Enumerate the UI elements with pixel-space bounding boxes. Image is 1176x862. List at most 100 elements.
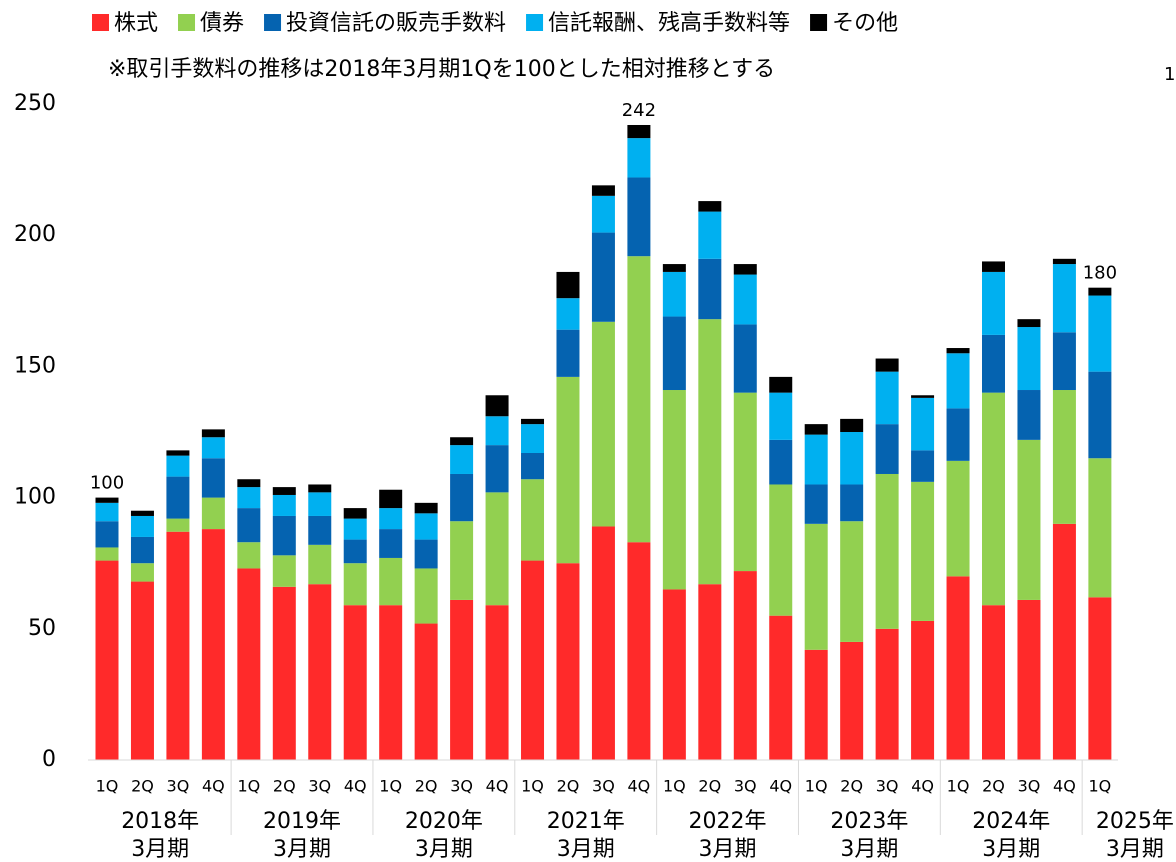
bar-segment (166, 450, 190, 456)
bar-segment (1088, 597, 1112, 760)
bar-segment (166, 518, 190, 532)
bar-segment (556, 271, 580, 299)
x-tick-label: 3Q (734, 777, 757, 796)
y-tick-label: 0 (42, 747, 56, 772)
bar-segment (272, 494, 296, 516)
group-sublabel: 3月期 (415, 837, 473, 862)
bar-segment (308, 492, 332, 516)
bar-segment (698, 201, 722, 212)
chart-subtitle: ※取引手数料の推移は2018年3月期1Qを100とした相対推移とする (108, 57, 775, 82)
bar-segment (982, 271, 1005, 335)
bar-segment (982, 392, 1005, 606)
group-label: 2023年 (830, 809, 908, 834)
bar-segment (1088, 371, 1112, 459)
bar-segment (1088, 295, 1112, 372)
bar-segment (627, 177, 651, 257)
y-tick-label: 150 (14, 353, 56, 378)
group-sublabel: 3月期 (557, 837, 615, 862)
bar-segment (769, 439, 793, 485)
group-sublabel: 3月期 (273, 837, 331, 862)
group-label: 2025年 (1096, 809, 1174, 834)
bar-segment (591, 232, 615, 322)
bar-segment (662, 390, 686, 590)
bar-segment (840, 521, 864, 642)
bar-segment (733, 264, 757, 275)
x-tick-label: 1Q (237, 777, 260, 796)
bar-segment (237, 508, 261, 543)
group-sublabel: 3月期 (699, 837, 757, 862)
bar-segment (875, 358, 899, 372)
bar-segment (662, 589, 686, 760)
bar-segment (1052, 332, 1076, 391)
bar-segment (343, 508, 367, 519)
bar-segment (272, 515, 296, 556)
bar-segment (804, 484, 828, 524)
bar-segment (130, 563, 154, 582)
bar-segment (769, 376, 793, 393)
bar-segment (130, 510, 154, 516)
bar-segment (237, 568, 261, 760)
bar-segment (982, 334, 1005, 393)
bar-segment (698, 584, 722, 760)
group-sublabel: 3月期 (982, 837, 1040, 862)
bar-segment (804, 523, 828, 650)
bar-segment (450, 445, 474, 474)
legend-swatch (526, 14, 544, 31)
bar-segment (911, 450, 935, 482)
bar-segment (485, 445, 509, 493)
bar-segment (556, 329, 580, 377)
bar-segment (911, 397, 935, 451)
x-tick-label: 4Q (486, 777, 509, 796)
x-tick-label: 2Q (557, 777, 580, 796)
x-tick-label: 1Q (96, 777, 119, 796)
bar-segment (875, 628, 899, 760)
bar-segment (130, 536, 154, 564)
bar-segment (414, 568, 438, 624)
bar-segment (769, 392, 793, 440)
bar-segment (911, 395, 935, 398)
bar-segment (698, 258, 722, 320)
bar-segment (698, 211, 722, 259)
bar-segment (698, 319, 722, 585)
bar-segment (733, 392, 757, 572)
y-tick-label: 250 (14, 91, 56, 116)
x-tick-label: 2Q (840, 777, 863, 796)
x-tick-label: 1Q (379, 777, 402, 796)
bar-segment (450, 599, 474, 760)
bar-segment (946, 408, 970, 461)
bar-segment (627, 124, 651, 139)
bar-segment (343, 563, 367, 606)
legend-swatch (92, 14, 109, 31)
bar-segment (521, 560, 545, 760)
bar-segment (485, 605, 509, 760)
bar-segment (946, 353, 970, 409)
bar-segment (733, 324, 757, 393)
total-label: 242 (622, 100, 656, 121)
bar-segment (485, 492, 509, 606)
group-label: 2018年 (121, 809, 199, 834)
bar-segment (946, 348, 970, 354)
bar-segment (840, 484, 864, 522)
bar-segment (521, 424, 545, 453)
bar-segment (272, 586, 296, 760)
bar-segment (201, 529, 225, 760)
bar-segment (840, 641, 864, 760)
legend-label: 株式 (114, 11, 158, 36)
bar-segment (414, 513, 438, 540)
legend-swatch (810, 14, 828, 31)
x-tick-label: 2Q (982, 777, 1005, 796)
x-tick-label: 4Q (628, 777, 651, 796)
bar-segment (130, 515, 154, 537)
bar-segment (840, 432, 864, 485)
group-label: 2020年 (405, 809, 483, 834)
group-label: 2024年 (972, 809, 1050, 834)
legend-label: 債券 (200, 11, 244, 36)
bar-segment (1017, 390, 1041, 440)
bar-segment (485, 416, 509, 446)
bar-segment (556, 376, 580, 564)
bar-segment (201, 497, 225, 530)
bar-segment (343, 518, 367, 540)
bar-segment (733, 571, 757, 760)
bar-segment (556, 298, 580, 330)
bar-segment (769, 615, 793, 760)
